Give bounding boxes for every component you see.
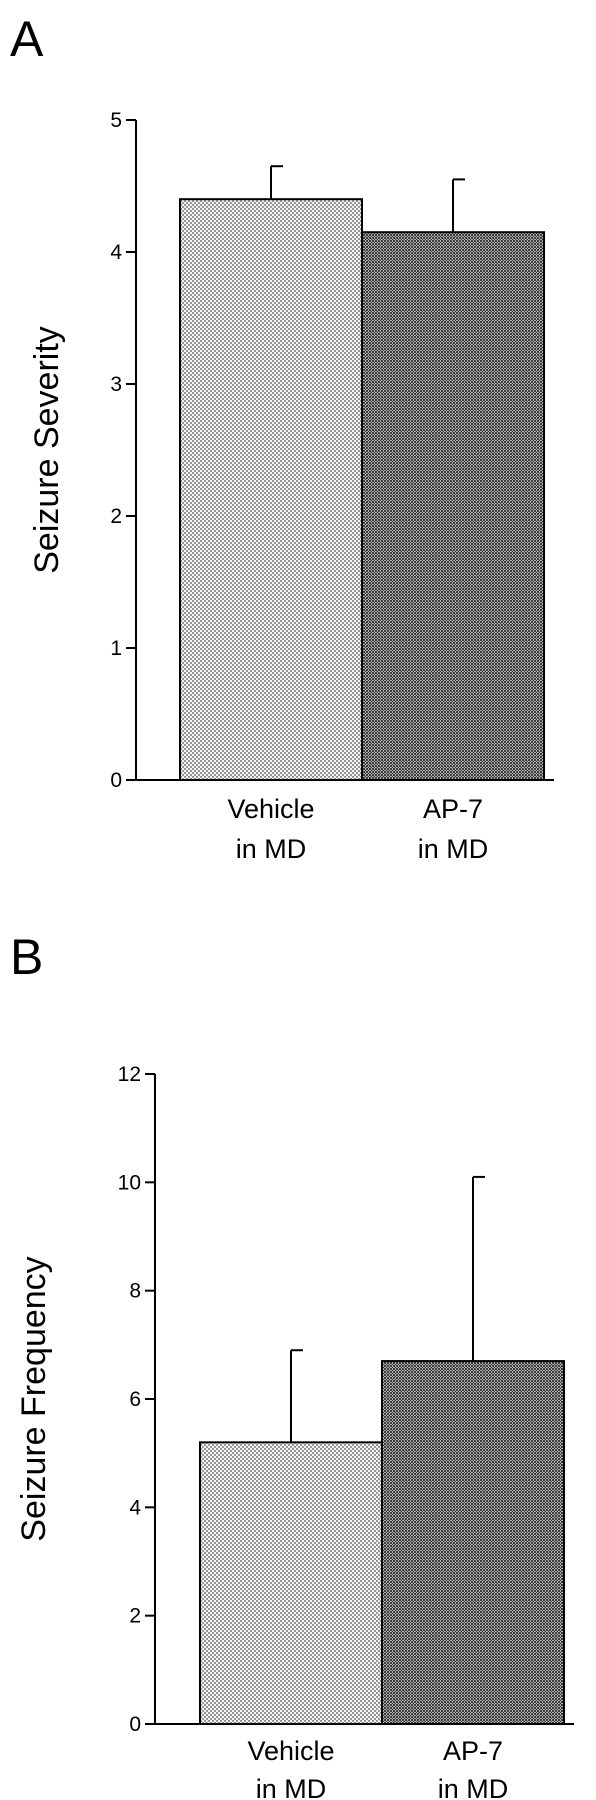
y-tick-label: 5	[110, 109, 122, 132]
panel-label: A	[10, 11, 44, 67]
y-tick-label: 2	[110, 505, 122, 528]
chart-a: 0 1 2 3 4 5 Seizure Severity Vehicle in MD AP-7 in…	[28, 109, 554, 864]
bar	[381, 1360, 565, 1726]
bar	[179, 198, 363, 781]
y-tick-label: 12	[118, 1063, 141, 1086]
y-axis-label: Seizure Severity	[28, 326, 66, 574]
y-tick-label: 3	[110, 373, 122, 396]
y-tick-label: 0	[129, 1713, 141, 1736]
y-tick-label: 4	[110, 241, 122, 264]
y-tick-label: 0	[110, 769, 122, 792]
bar	[199, 1441, 383, 1726]
y-tick-label: 10	[118, 1171, 141, 1194]
y-tick-label: 1	[110, 637, 122, 660]
category-label: in MD	[236, 834, 307, 864]
chart-b: 0 2 4 6 8 10 12 Seizure Frequency Vehicle in MD AP…	[15, 1063, 574, 1800]
category-label: Vehicle	[247, 1736, 334, 1766]
category-label: AP-7	[423, 794, 483, 824]
bar	[361, 231, 545, 781]
y-tick-label: 8	[129, 1280, 141, 1303]
category-label: in MD	[418, 834, 489, 864]
category-label: in MD	[438, 1774, 509, 1800]
category-label: in MD	[256, 1774, 327, 1800]
y-tick-label: 4	[129, 1496, 141, 1519]
y-tick-label: 6	[129, 1388, 141, 1411]
category-label: Vehicle	[227, 794, 314, 824]
panel-label: B	[10, 929, 43, 985]
category-label: AP-7	[443, 1736, 503, 1766]
y-axis-label: Seizure Frequency	[15, 1256, 53, 1541]
y-tick-label: 2	[129, 1605, 141, 1628]
